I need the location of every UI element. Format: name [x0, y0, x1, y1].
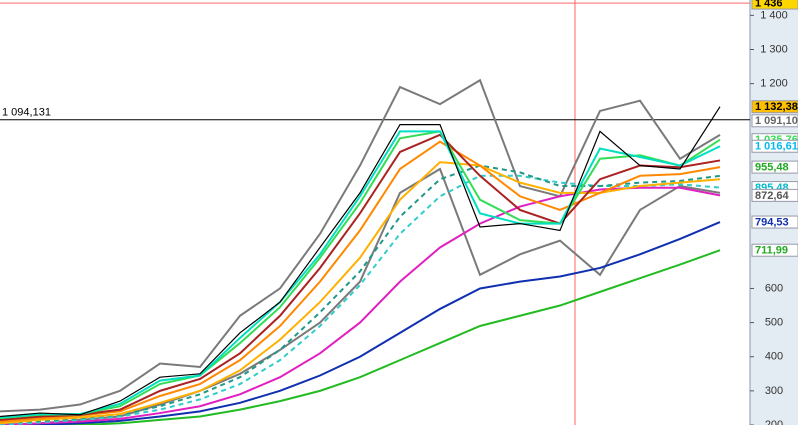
series-line: [56, 249, 721, 425]
series-line: [0, 186, 721, 425]
price-box-label: 794,53: [755, 216, 789, 228]
series-line: [0, 106, 721, 418]
series-line: [16, 221, 721, 425]
level-label: 1 094,131: [2, 107, 51, 119]
y-tick-label: 1 400: [760, 9, 788, 21]
y-tick-label: 400: [765, 351, 783, 363]
price-box: [751, 243, 798, 257]
series-line: [0, 78, 721, 413]
price-box-label: 711,99: [755, 245, 788, 257]
price-box-label: 1 016,61: [755, 141, 798, 153]
plot-area: [0, 0, 750, 425]
series-line: [0, 140, 721, 423]
y-tick-label: 200: [765, 419, 783, 425]
y-tick-label: 1 300: [760, 43, 788, 55]
price-box: [751, 114, 798, 128]
y-tick-label: 300: [765, 385, 783, 397]
axis-panel: [750, 0, 798, 425]
price-box: [751, 0, 798, 10]
price-box: [751, 100, 798, 114]
series-line: [0, 130, 721, 420]
price-box: [751, 160, 798, 174]
plot: 1 094,131: [0, 2, 750, 425]
y-tick-label: 500: [765, 316, 783, 328]
y-tick-label: 600: [765, 282, 783, 294]
price-box-label: 1 091,10: [755, 115, 798, 127]
price-box: [751, 215, 798, 229]
series-line: [0, 130, 721, 419]
price-box-label: 1 132,38: [755, 101, 798, 113]
price-box-label: 1 436: [755, 0, 783, 9]
price-box: [751, 139, 798, 153]
y-tick-label: 1 200: [760, 78, 788, 90]
price-box-label: 955,48: [755, 162, 789, 174]
axis: 1 400 1 300 1 200 600 500 400 300 200 1 436 1 132…: [750, 0, 798, 425]
price-box-label: 872,64: [755, 190, 790, 202]
price-box: [751, 188, 798, 202]
series-line: [0, 133, 721, 421]
